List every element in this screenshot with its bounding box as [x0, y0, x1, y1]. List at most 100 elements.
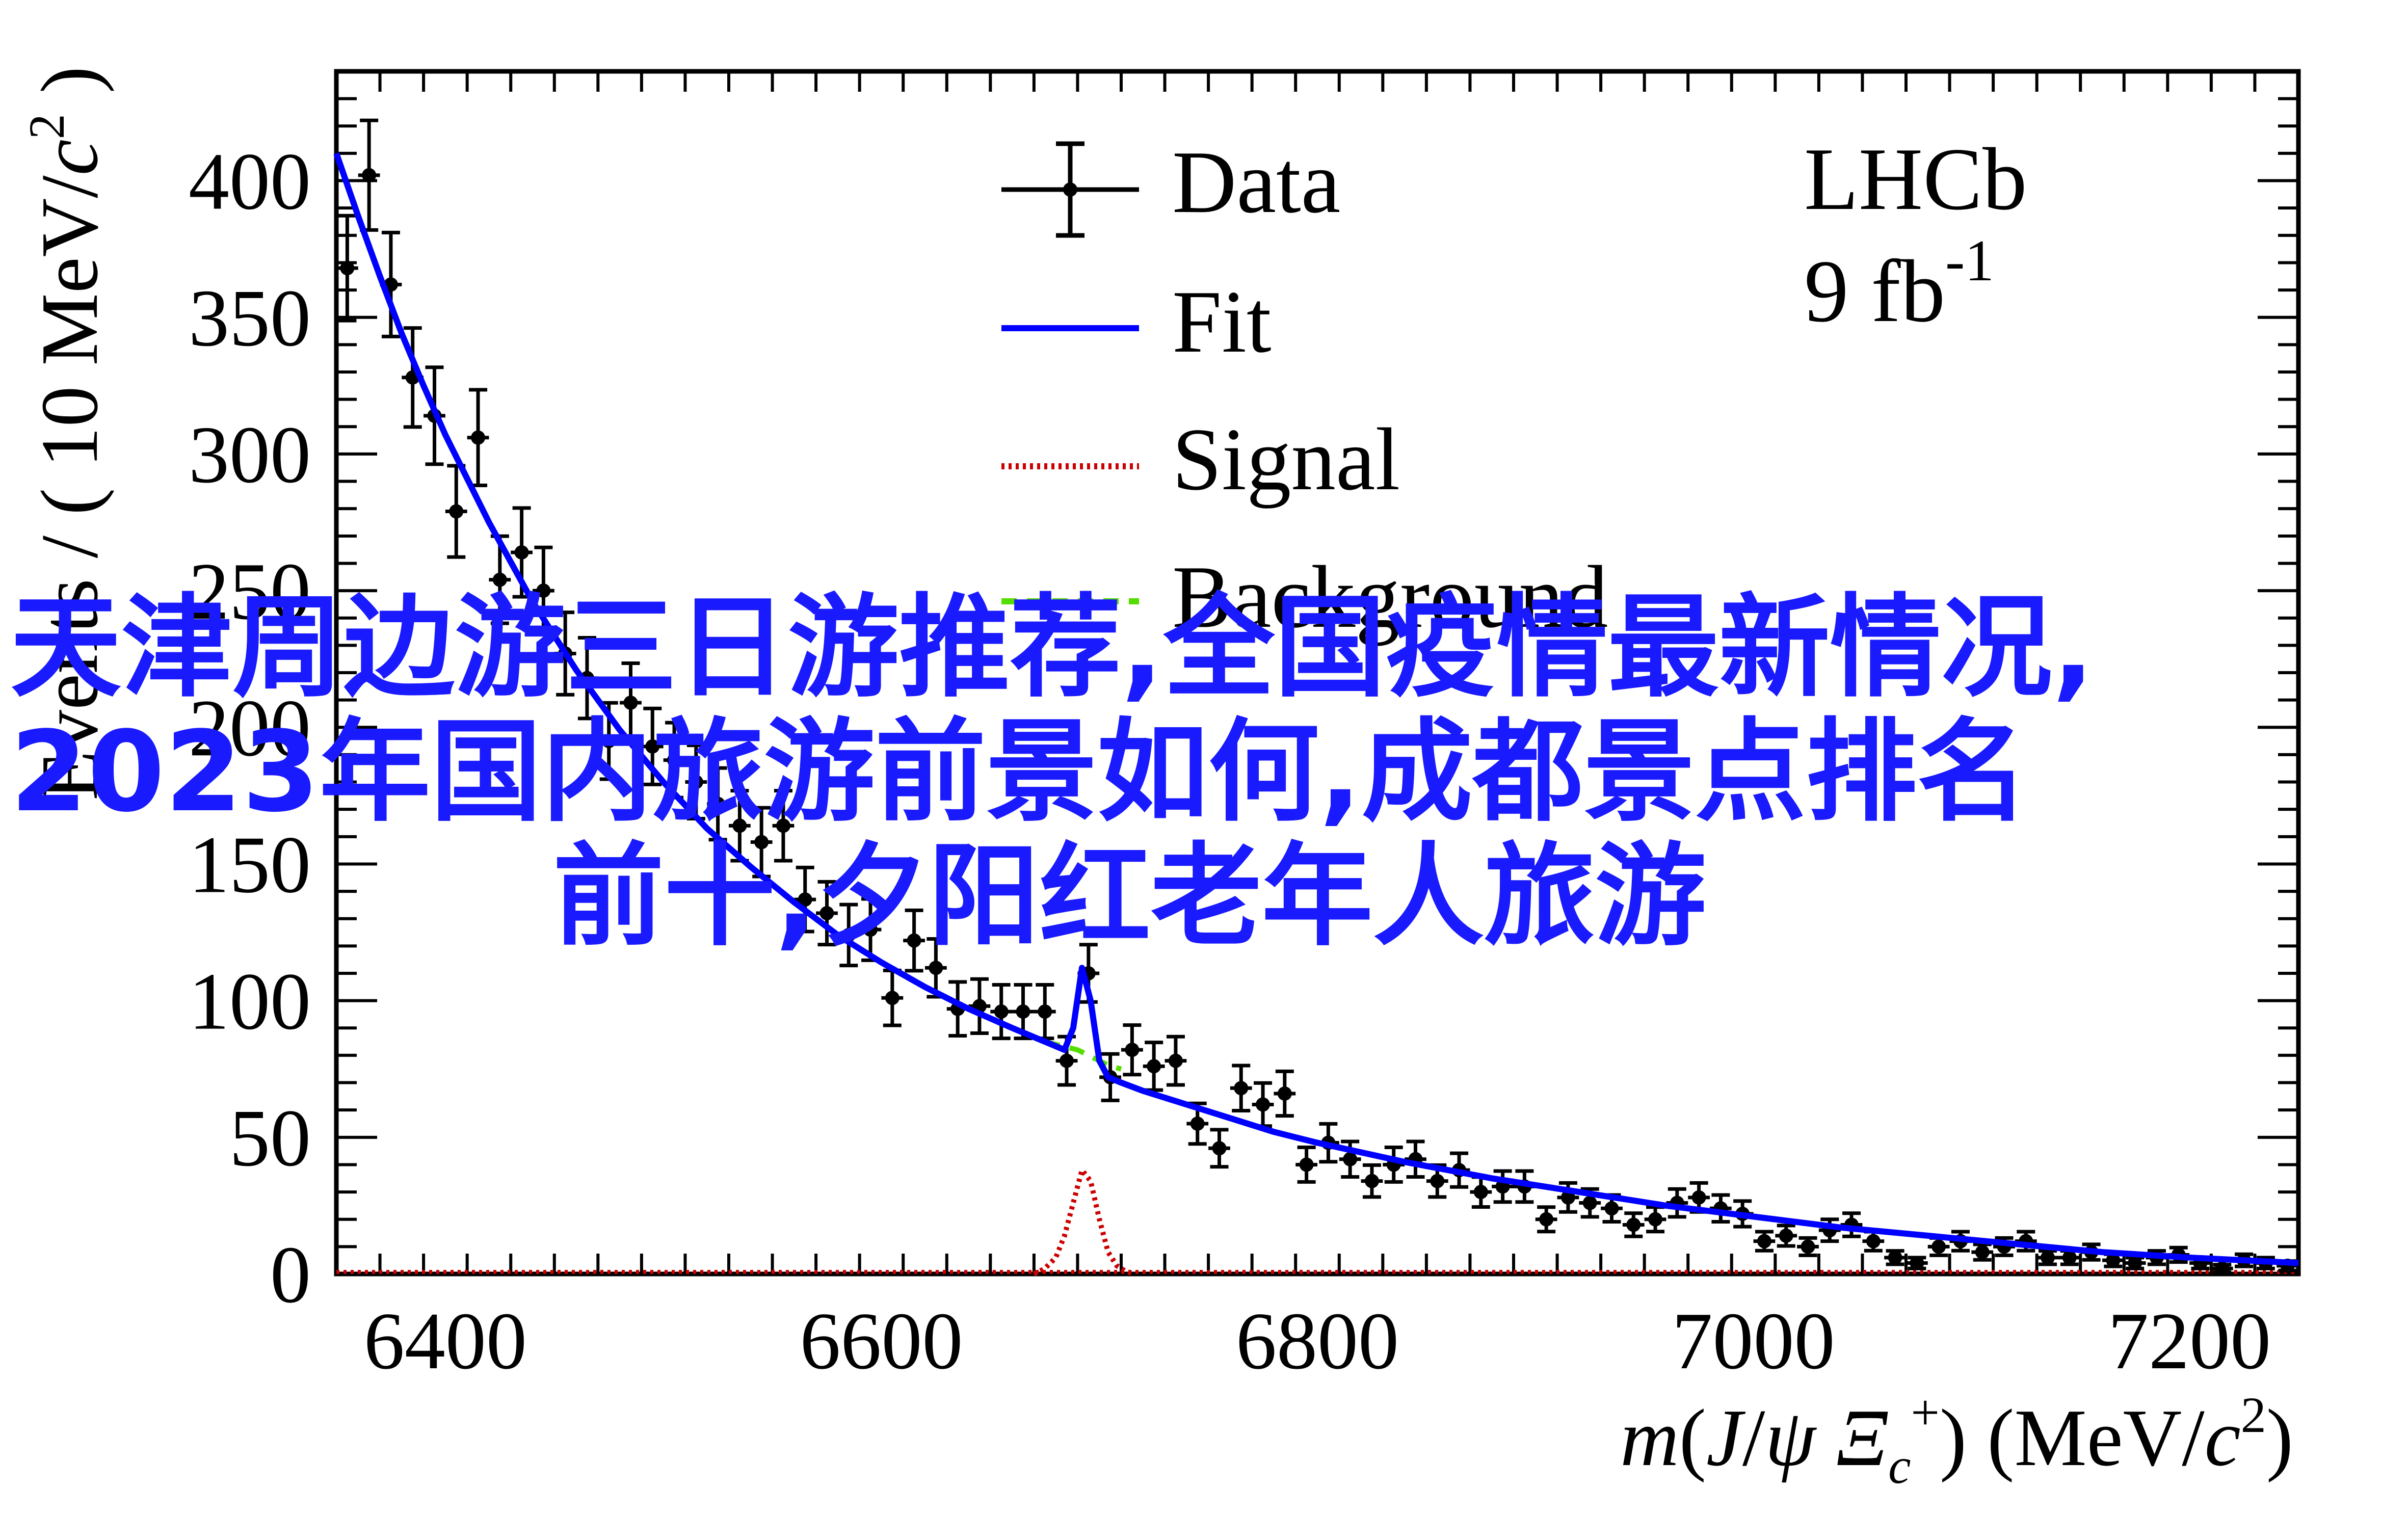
data-point — [946, 980, 969, 1038]
data-point — [1884, 1249, 1906, 1266]
data-point — [1666, 1187, 1688, 1219]
data-point — [859, 897, 882, 962]
data-point — [1927, 1236, 1950, 1257]
data-marker — [1256, 1097, 1271, 1112]
data-marker — [776, 818, 790, 833]
data-marker — [1866, 1234, 1881, 1249]
luminosity-label: 9 fb-1 — [1804, 228, 1994, 340]
data-marker — [710, 796, 725, 811]
data-point — [1165, 1034, 1187, 1087]
data-point — [685, 743, 707, 821]
legend-label-background: Background — [1172, 547, 1608, 646]
data-point — [1230, 1064, 1252, 1113]
data-marker — [1364, 1174, 1379, 1188]
data-point — [1208, 1128, 1230, 1169]
data-point — [1753, 1230, 1776, 1253]
data-point — [467, 388, 489, 488]
data-point — [903, 908, 925, 973]
data-marker — [449, 504, 464, 519]
data-point — [1405, 1139, 1426, 1179]
legend-label-data: Data — [1172, 132, 1340, 231]
data-marker — [1975, 1245, 1990, 1260]
y-tick-label: 400 — [189, 136, 311, 227]
y-tick-label: 250 — [189, 546, 311, 636]
data-point — [1797, 1236, 1819, 1257]
x-tick-label: 6800 — [1236, 1295, 1399, 1386]
legend-label-fit: Fit — [1172, 272, 1272, 371]
legend-item-background: Background — [1001, 547, 1608, 646]
data-marker — [1626, 1217, 1641, 1232]
data-point — [1775, 1224, 1797, 1248]
data-point — [1862, 1230, 1885, 1253]
data-marker — [1801, 1239, 1815, 1254]
data-marker — [1277, 1086, 1292, 1101]
data-point — [1622, 1211, 1645, 1238]
data-point — [1252, 1081, 1274, 1128]
data-marker — [1888, 1250, 1902, 1265]
data-marker — [1691, 1190, 1706, 1205]
data-point — [336, 214, 358, 323]
data-marker — [667, 753, 682, 767]
data-point — [1274, 1069, 1296, 1118]
data-point — [1383, 1146, 1405, 1184]
data-marker — [362, 168, 377, 182]
data-marker — [1931, 1239, 1946, 1254]
data-marker — [689, 775, 703, 789]
data-marker — [645, 739, 660, 754]
data-point — [1121, 1023, 1143, 1077]
data-point — [881, 968, 904, 1027]
data-marker — [1234, 1081, 1249, 1096]
data-point — [445, 464, 467, 559]
data-marker — [340, 261, 355, 276]
x-axis-tick-labels: 6400 6600 6800 7000 7200 — [364, 1295, 2271, 1386]
data-point — [2036, 1249, 2059, 1266]
data-marker — [2106, 1253, 2121, 1268]
data-marker — [1582, 1196, 1597, 1210]
data-marker — [1910, 1256, 1924, 1270]
data-point — [1361, 1163, 1383, 1199]
data-marker — [623, 696, 638, 710]
data-marker — [601, 734, 616, 749]
data-point — [358, 118, 380, 232]
data-marker — [907, 933, 921, 948]
x-axis-title: m(J/ψ Ξc+) (MeV/c2) — [1620, 1384, 2293, 1494]
data-point — [1644, 1205, 1666, 1234]
data-marker — [2062, 1250, 2077, 1265]
data-marker — [1604, 1201, 1619, 1216]
signal-series — [336, 1164, 2298, 1277]
y-axis-tick-labels: 0 50 100 150 200 250 300 350 400 — [189, 136, 311, 1320]
y-tick-label: 200 — [189, 682, 311, 773]
data-marker — [2215, 1261, 2230, 1276]
data-point — [1535, 1205, 1557, 1234]
data-marker — [819, 906, 834, 920]
data-marker — [929, 961, 943, 975]
data-marker — [1038, 1004, 1052, 1019]
legend-item-data: Data — [1001, 132, 1340, 238]
x-axis-ticks — [335, 71, 2300, 1274]
data-point — [1339, 1139, 1361, 1179]
data-point — [2211, 1261, 2233, 1276]
data-point — [1295, 1146, 1317, 1184]
data-marker — [492, 572, 507, 587]
y-tick-label: 300 — [189, 409, 311, 500]
data-marker — [1147, 1059, 1161, 1074]
data-marker — [1060, 1053, 1074, 1068]
y-tick-label: 350 — [189, 273, 311, 363]
data-point — [1906, 1256, 1928, 1270]
x-tick-label: 6400 — [364, 1295, 527, 1386]
data-marker — [1539, 1212, 1554, 1227]
data-marker — [1648, 1212, 1663, 1227]
legend: Data Fit Signal Background — [1001, 132, 1608, 646]
fit-series — [333, 152, 2299, 1266]
legend-item-fit: Fit — [1001, 272, 1272, 371]
data-point — [1971, 1242, 1994, 1262]
x-tick-label: 7000 — [1672, 1295, 1835, 1386]
data-point — [772, 789, 795, 863]
data-marker — [536, 583, 551, 598]
data-marker — [798, 892, 812, 907]
legend-label-signal: Signal — [1172, 410, 1400, 509]
overlay-text: 天津周边游三日游推荐,全国疫情最新情况, 2023年国内旅游前景如何,成都景点排… — [0, 586, 2408, 959]
data-point — [1034, 983, 1056, 1041]
